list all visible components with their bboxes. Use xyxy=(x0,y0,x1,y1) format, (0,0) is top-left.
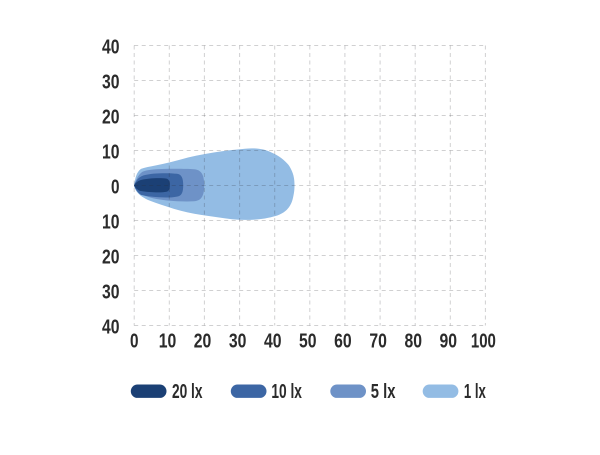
svg-text:20: 20 xyxy=(194,331,212,353)
svg-text:70: 70 xyxy=(369,331,387,353)
svg-text:100: 100 xyxy=(471,331,496,353)
svg-text:20: 20 xyxy=(102,247,120,269)
svg-text:40: 40 xyxy=(102,37,120,59)
svg-text:30: 30 xyxy=(102,72,120,94)
svg-text:30: 30 xyxy=(102,282,120,304)
svg-text:20: 20 xyxy=(102,107,120,129)
svg-text:40: 40 xyxy=(102,317,120,339)
svg-text:10 lx: 10 lx xyxy=(271,380,302,403)
svg-text:1 lx: 1 lx xyxy=(464,380,486,403)
svg-text:0: 0 xyxy=(130,331,139,353)
svg-text:0: 0 xyxy=(111,177,120,199)
svg-text:40: 40 xyxy=(264,331,282,353)
svg-text:10: 10 xyxy=(159,331,177,353)
svg-text:80: 80 xyxy=(404,331,422,353)
svg-text:5 lx: 5 lx xyxy=(371,380,396,403)
svg-text:60: 60 xyxy=(334,331,352,353)
svg-text:10: 10 xyxy=(102,142,120,164)
svg-text:50: 50 xyxy=(299,331,317,353)
svg-text:10: 10 xyxy=(102,212,120,234)
svg-text:30: 30 xyxy=(229,331,247,353)
svg-text:20 lx: 20 lx xyxy=(172,380,203,403)
svg-text:90: 90 xyxy=(440,331,458,353)
